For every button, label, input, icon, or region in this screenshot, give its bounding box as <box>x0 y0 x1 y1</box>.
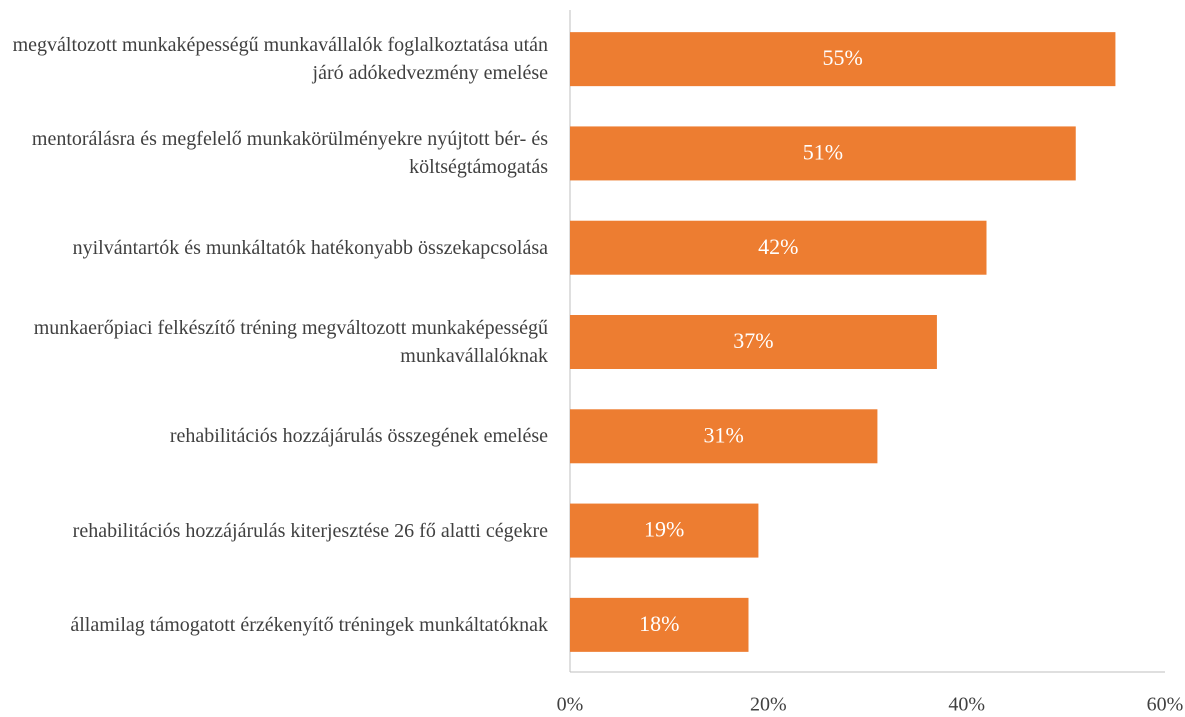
x-tick-label: 20% <box>750 694 787 716</box>
value-label: 51% <box>803 139 843 164</box>
bar <box>570 220 987 275</box>
category-label: rehabilitációs hozzájárulás kiterjesztés… <box>72 519 548 542</box>
x-tick-label: 40% <box>948 694 985 716</box>
bar <box>570 32 1116 87</box>
value-label: 18% <box>639 611 679 636</box>
value-label: 42% <box>758 234 798 259</box>
bar <box>570 126 1076 181</box>
category-label: nyilvántartók és munkáltatók hatékonyabb… <box>72 236 548 259</box>
category-label: rehabilitációs hozzájárulás összegének e… <box>169 425 548 448</box>
value-label: 19% <box>644 517 684 542</box>
value-label: 37% <box>733 328 773 353</box>
value-label: 31% <box>704 422 744 447</box>
value-label: 55% <box>823 45 863 70</box>
bar <box>570 503 759 558</box>
bar <box>570 597 749 652</box>
category-label: megváltozott munkaképességű munkavállaló… <box>12 34 548 85</box>
bar <box>570 409 878 464</box>
x-tick-label: 60% <box>1147 694 1184 716</box>
category-label: munkaerőpiaci felkészítő tréning megvált… <box>33 317 548 367</box>
category-label: mentorálásra és megfelelő munkakörülmény… <box>31 128 548 179</box>
x-tick-label: 0% <box>557 694 584 716</box>
bar <box>570 315 937 369</box>
category-label: államilag támogatott érzékenyítő tréning… <box>70 613 548 636</box>
